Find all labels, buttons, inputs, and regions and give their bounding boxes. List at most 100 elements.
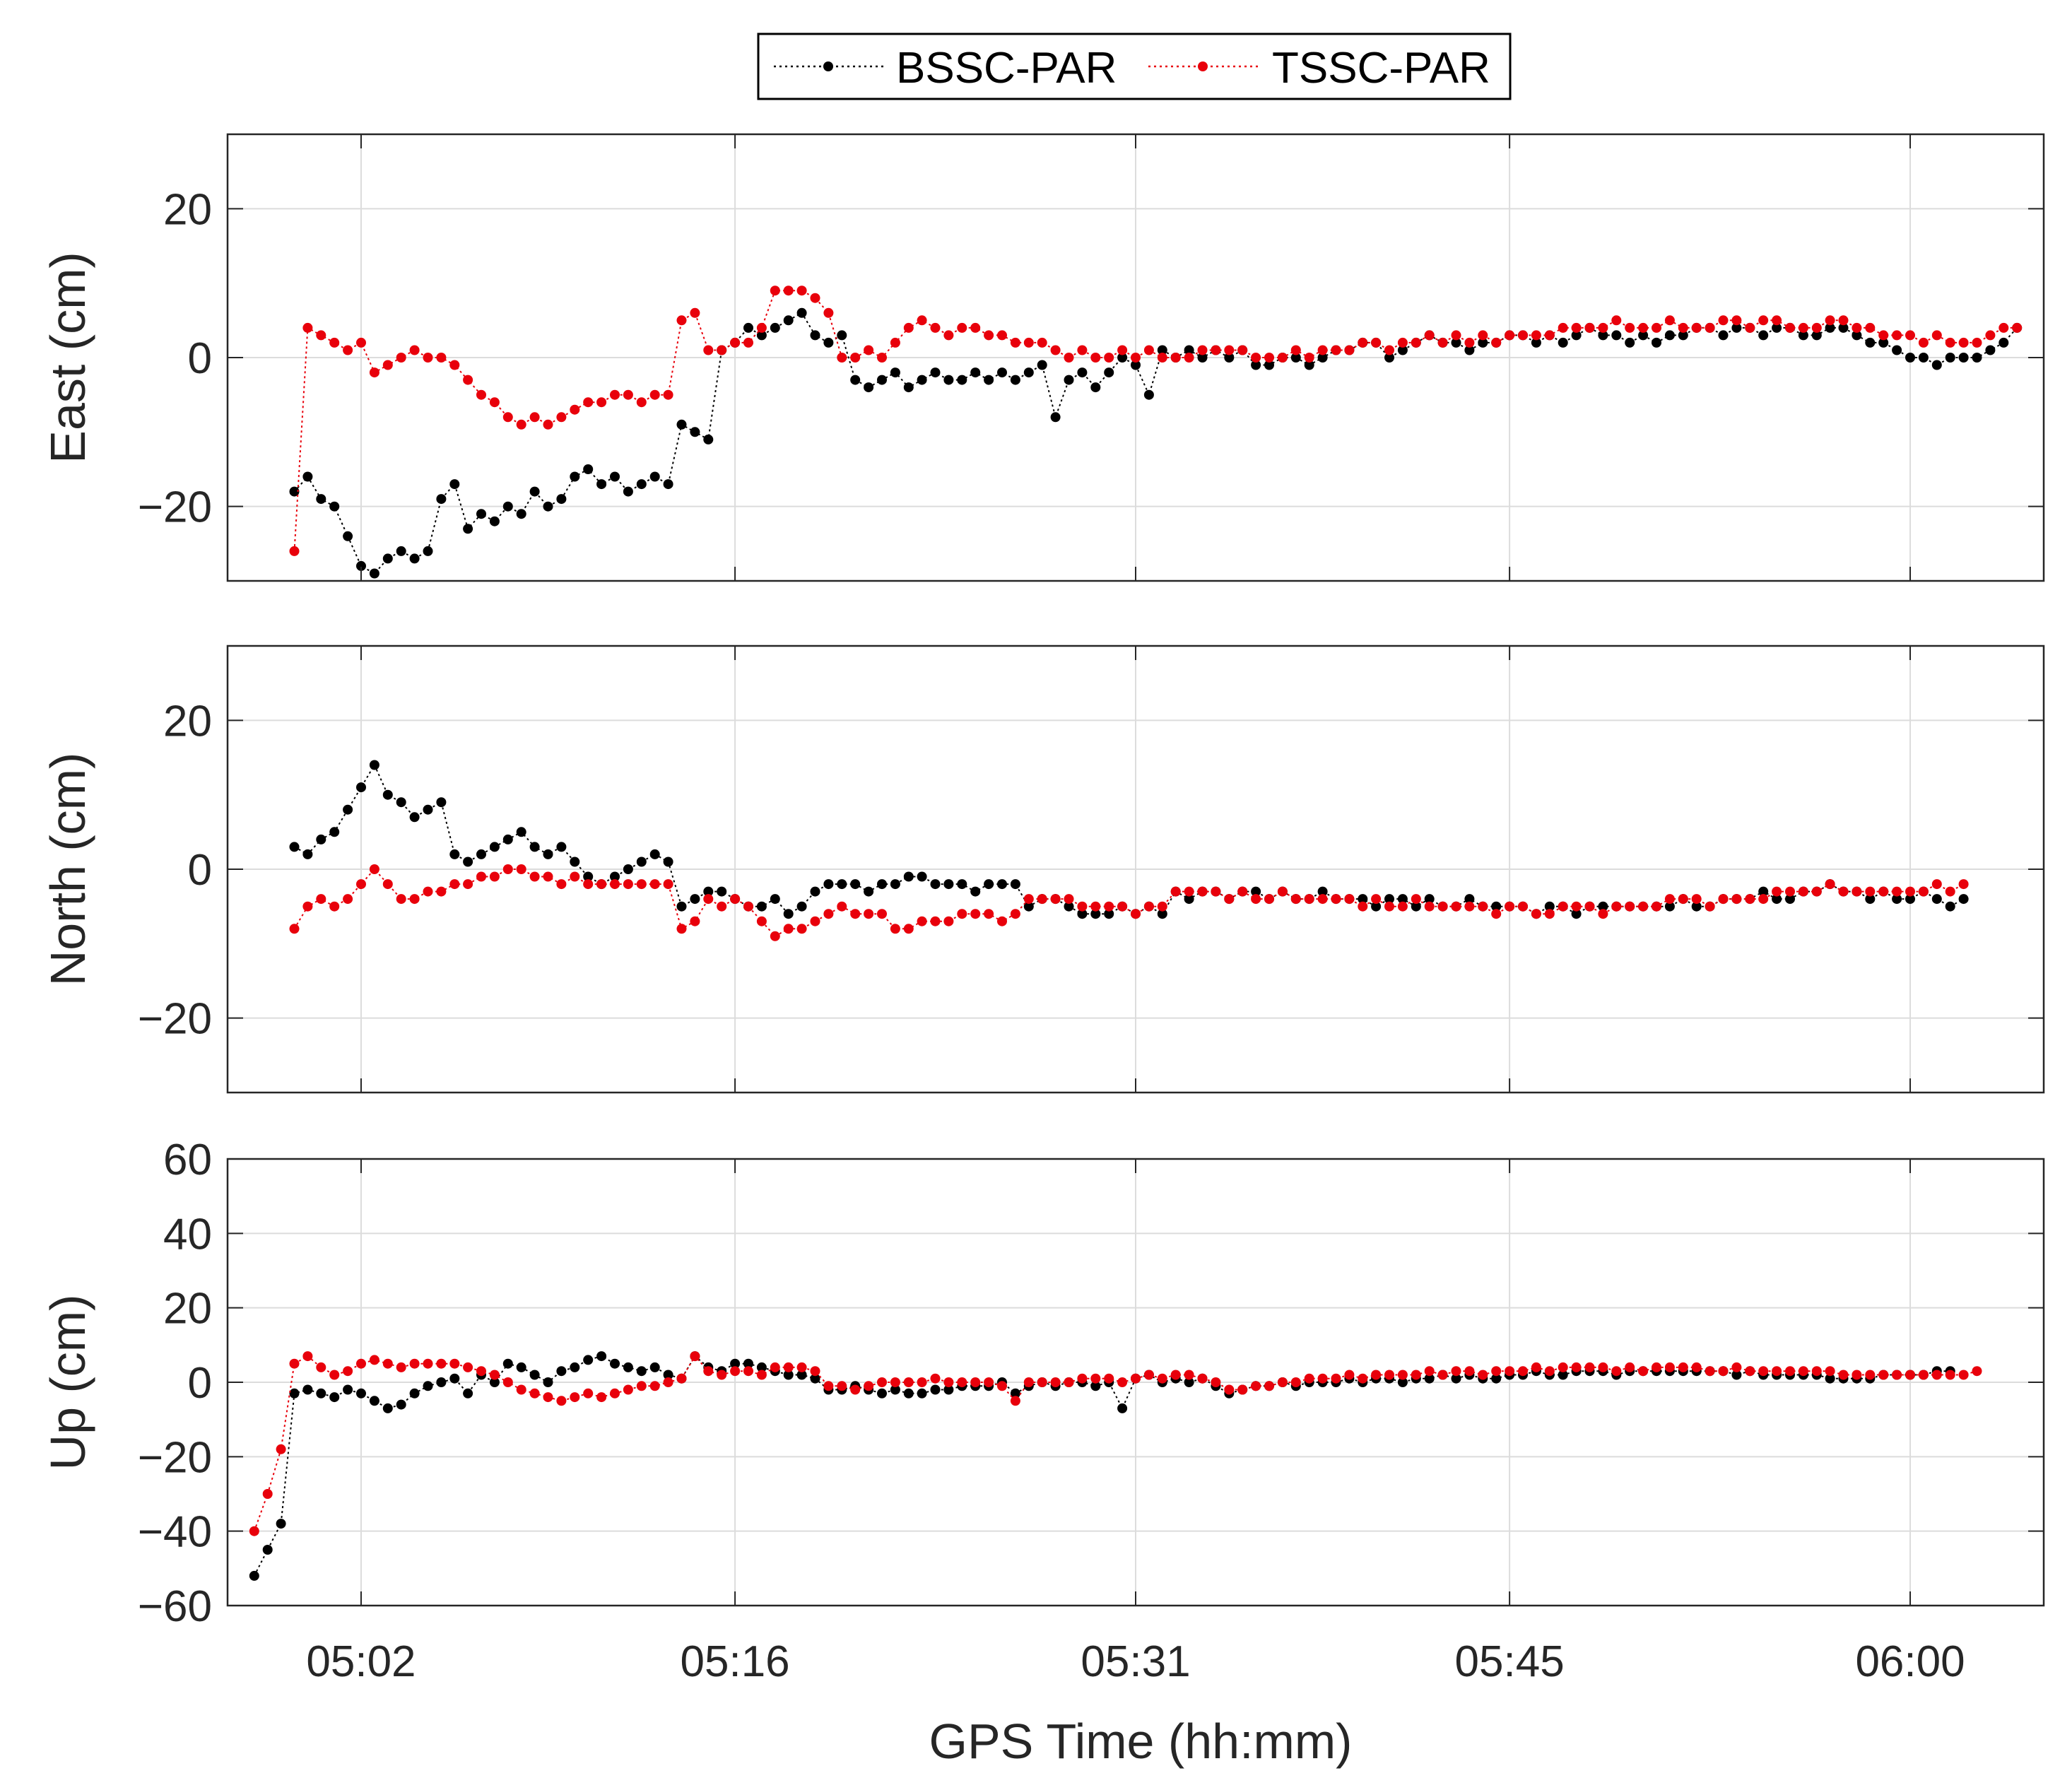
- data-point: [623, 1384, 633, 1395]
- data-point: [1731, 322, 1742, 333]
- data-point: [463, 375, 473, 385]
- data-point: [1931, 894, 1942, 905]
- data-point: [1224, 353, 1235, 363]
- data-point: [436, 1358, 447, 1369]
- data-point: [1197, 353, 1208, 363]
- data-point: [1558, 337, 1568, 348]
- data-point: [1237, 886, 1248, 897]
- data-point: [1531, 337, 1541, 348]
- data-point: [850, 909, 861, 919]
- data-point: [663, 1377, 673, 1387]
- data-point: [676, 901, 687, 912]
- data-point: [796, 1362, 807, 1372]
- data-point: [1772, 315, 1782, 326]
- data-point: [610, 871, 620, 882]
- data-point: [837, 1381, 847, 1391]
- data-point: [730, 1358, 741, 1369]
- data-point: [1371, 1370, 1382, 1380]
- data-point: [369, 1396, 379, 1406]
- data-point: [676, 315, 687, 326]
- x-tick-label: 05:16: [681, 1637, 790, 1686]
- data-point: [1825, 322, 1835, 333]
- data-point: [1317, 353, 1328, 363]
- data-point: [516, 419, 526, 430]
- data-point: [743, 901, 753, 912]
- data-point: [1197, 886, 1208, 897]
- data-point: [1464, 901, 1475, 912]
- data-point: [970, 322, 981, 333]
- data-point: [1878, 1370, 1889, 1380]
- series-line-bssc-par: [293, 312, 2018, 575]
- data-point: [543, 419, 553, 430]
- data-point: [1131, 353, 1141, 363]
- data-point: [1798, 1366, 1808, 1377]
- x-axis-label: GPS Time (hh:mm): [929, 1714, 1353, 1769]
- data-point: [409, 1388, 420, 1399]
- data-point: [1611, 901, 1622, 912]
- data-point: [356, 879, 366, 890]
- data-point: [1090, 1373, 1101, 1384]
- data-point: [930, 1373, 941, 1384]
- data-point: [1745, 894, 1755, 905]
- data-point: [1317, 345, 1328, 355]
- data-point: [1758, 886, 1769, 897]
- data-point: [1131, 360, 1141, 370]
- data-point: [316, 1388, 326, 1399]
- data-point: [1678, 330, 1688, 341]
- data-point: [1117, 1377, 1128, 1387]
- data-point: [823, 307, 834, 318]
- data-point: [1678, 1362, 1688, 1372]
- data-point: [1705, 901, 1715, 912]
- data-point: [877, 879, 887, 890]
- data-point: [770, 894, 780, 905]
- data-point: [623, 879, 633, 890]
- data-point: [1411, 1370, 1421, 1380]
- data-point: [1437, 1370, 1448, 1380]
- data-point: [1010, 1396, 1020, 1406]
- data-point: [783, 924, 794, 934]
- data-point: [409, 812, 420, 823]
- data-point: [1811, 1366, 1822, 1377]
- data-point: [1157, 353, 1167, 363]
- data-point: [1170, 353, 1181, 363]
- data-point: [1785, 322, 1795, 333]
- data-point: [1064, 353, 1074, 363]
- data-point: [1705, 322, 1715, 333]
- data-point: [984, 879, 994, 890]
- data-point: [890, 924, 900, 934]
- data-point: [570, 871, 580, 882]
- data-point: [289, 546, 300, 556]
- data-point: [556, 1396, 567, 1406]
- data-point: [1691, 322, 1702, 333]
- data-point: [850, 1384, 861, 1395]
- data-point: [302, 901, 313, 912]
- data-point: [1878, 337, 1889, 348]
- data-point: [570, 404, 580, 415]
- data-point: [396, 894, 406, 905]
- data-point: [1491, 1366, 1502, 1377]
- data-point: [396, 546, 406, 556]
- data-point: [1424, 1366, 1435, 1377]
- data-point: [1772, 886, 1782, 897]
- data-point: [984, 909, 994, 919]
- data-point: [756, 330, 767, 341]
- data-point: [1064, 1377, 1074, 1387]
- data-point: [1745, 1366, 1755, 1377]
- data-point: [1852, 322, 1862, 333]
- data-point: [2025, 0, 2035, 5]
- data-point: [1491, 909, 1502, 919]
- data-point: [1464, 894, 1475, 905]
- data-point: [703, 886, 714, 897]
- data-point: [1371, 337, 1382, 348]
- data-point: [1571, 322, 1582, 333]
- data-point: [1451, 1366, 1461, 1377]
- x-tick-labels: 05:02 05:16 05:31 05:45 06:00: [306, 1637, 1965, 1686]
- data-point: [1959, 0, 1969, 5]
- data-point: [984, 330, 994, 341]
- data-point: [1931, 1370, 1942, 1380]
- data-point: [636, 397, 647, 408]
- data-point: [1117, 1403, 1128, 1413]
- data-point: [1104, 353, 1114, 363]
- data-point: [1931, 360, 1942, 370]
- data-point: [1558, 1362, 1568, 1372]
